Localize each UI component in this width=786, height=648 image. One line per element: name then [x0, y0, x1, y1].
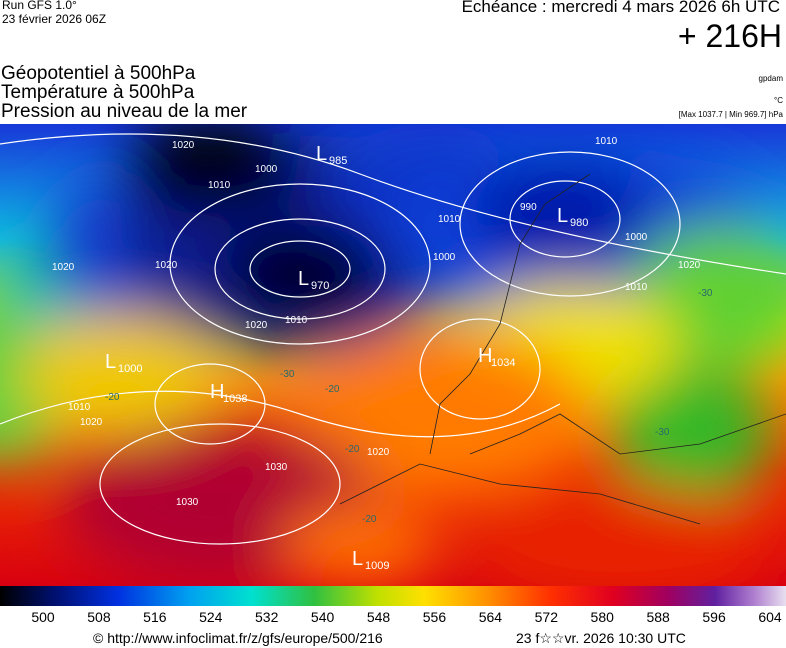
scale-label: 548 — [366, 609, 391, 625]
scale-label: 588 — [646, 609, 670, 625]
scale-label: 572 — [534, 609, 558, 625]
isobar-label: 1000 — [625, 232, 648, 243]
scale-label: 516 — [143, 609, 167, 625]
pressure-center-symbol: L — [316, 143, 327, 165]
isobar-label: 1010 — [285, 315, 308, 326]
unit-label: gpdam — [758, 74, 783, 83]
temperature-label: -30 — [280, 369, 295, 380]
color-scale — [0, 586, 786, 606]
scale-label: 500 — [31, 609, 55, 625]
pressure-center-symbol: L — [105, 351, 116, 373]
temperature-label: -30 — [698, 288, 713, 299]
run-label: Run GFS 1.0° — [2, 0, 77, 12]
unit-label: °C — [774, 96, 783, 105]
isobar-label: 1000 — [433, 252, 456, 263]
scale-label: 524 — [199, 609, 223, 625]
isobar-label: 1010 — [625, 282, 648, 293]
isobar-label: 1010 — [438, 214, 461, 225]
temperature-label: -20 — [362, 514, 377, 525]
isobar-label: 1010 — [68, 402, 91, 413]
scale-label: 604 — [758, 609, 782, 625]
pressure-center-symbol: H — [478, 345, 492, 367]
scale-label: 580 — [590, 609, 614, 625]
isobar-label: 1020 — [367, 447, 390, 458]
temperature-label: -30 — [655, 427, 670, 438]
pressure-center-value: 980 — [570, 217, 588, 229]
unit-label: [Max 1037.7 | Min 969.7] hPa — [678, 110, 783, 119]
scale-label: 532 — [255, 609, 279, 625]
field-title: Pression au niveau de la mer — [1, 101, 248, 122]
valid-time: Echéance : mercredi 4 mars 2026 6h UTC — [461, 0, 780, 16]
isobar-label: 1010 — [595, 136, 618, 147]
footer-source: © http://www.infoclimat.fr/z/gfs/europe/… — [93, 630, 383, 646]
isobar-label: 1020 — [52, 262, 75, 273]
pressure-center-symbol: L — [298, 268, 309, 290]
pressure-center-value: 1038 — [223, 393, 247, 405]
isobar-label: 990 — [520, 202, 537, 213]
scale-label: 540 — [310, 609, 335, 625]
scale-label: 564 — [478, 609, 503, 625]
footer-date: 23 f☆☆vr. 2026 10:30 UTC — [516, 630, 686, 646]
pressure-center-value: 1009 — [365, 560, 389, 572]
scale-label: 508 — [87, 609, 111, 625]
pressure-center-value: 1000 — [118, 363, 142, 375]
isobar-label: 1020 — [155, 260, 178, 271]
isobar-label: 1030 — [176, 497, 199, 508]
isobar-label: 1020 — [678, 260, 701, 271]
isobar-label: 1010 — [208, 180, 231, 191]
temperature-label: -20 — [105, 392, 120, 403]
pressure-center-symbol: L — [557, 205, 568, 227]
pressure-center-value: 985 — [329, 155, 347, 167]
run-date: 23 février 2026 06Z — [2, 12, 107, 26]
pressure-center-value: 1034 — [491, 357, 515, 369]
isobar-label: 1020 — [245, 320, 268, 331]
pressure-center-symbol: H — [210, 381, 224, 403]
isobar-label: 1000 — [255, 164, 278, 175]
lead-time: + 216H — [677, 18, 782, 54]
temperature-label: -20 — [325, 384, 340, 395]
temperature-label: -20 — [345, 444, 360, 455]
pressure-center-symbol: L — [352, 548, 363, 570]
isobar-label: 1030 — [265, 462, 288, 473]
field-title: Géopotentiel à 500hPa — [1, 63, 196, 84]
field-title: Température à 500hPa — [1, 82, 195, 103]
isobar-label: 1020 — [172, 140, 195, 151]
scale-label: 556 — [422, 609, 447, 625]
isobar-label: 1020 — [80, 417, 103, 428]
scale-label: 596 — [702, 609, 726, 625]
pressure-center-value: 970 — [311, 280, 329, 292]
